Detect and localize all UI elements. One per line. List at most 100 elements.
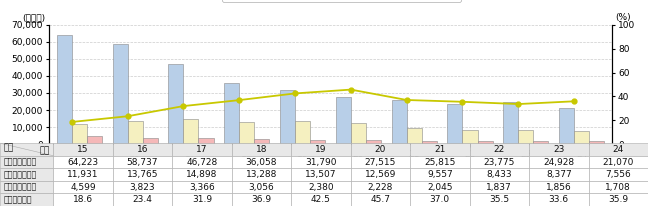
Text: 12,569: 12,569 bbox=[365, 170, 396, 179]
Bar bbox=[128, 121, 143, 144]
Bar bbox=[0, 143, 53, 156]
Bar bbox=[172, 156, 231, 168]
Text: 14,898: 14,898 bbox=[186, 170, 218, 179]
Text: 検挙人員（人）: 検挙人員（人） bbox=[3, 183, 36, 192]
Text: 25,815: 25,815 bbox=[424, 158, 456, 166]
Bar bbox=[291, 168, 351, 181]
Text: 31.9: 31.9 bbox=[192, 195, 212, 204]
Text: 27,515: 27,515 bbox=[365, 158, 396, 166]
Text: 8,377: 8,377 bbox=[546, 170, 572, 179]
Text: 2,045: 2,045 bbox=[427, 183, 452, 192]
Bar bbox=[53, 156, 113, 168]
Bar bbox=[529, 181, 588, 193]
Text: 検挙率（％）: 検挙率（％） bbox=[3, 195, 32, 204]
Text: 4,599: 4,599 bbox=[70, 183, 96, 192]
Text: 8,433: 8,433 bbox=[487, 170, 512, 179]
Bar bbox=[239, 122, 254, 144]
Bar bbox=[113, 193, 172, 206]
Bar bbox=[172, 143, 231, 156]
Text: 3,366: 3,366 bbox=[189, 183, 214, 192]
Bar bbox=[529, 156, 588, 168]
Bar bbox=[224, 83, 239, 144]
Text: 11,931: 11,931 bbox=[67, 170, 98, 179]
Text: 20: 20 bbox=[375, 145, 386, 154]
Text: 9,557: 9,557 bbox=[427, 170, 453, 179]
Bar bbox=[470, 168, 529, 181]
Bar bbox=[0, 193, 53, 206]
Text: 23,775: 23,775 bbox=[483, 158, 515, 166]
Text: (件・人): (件・人) bbox=[23, 13, 46, 22]
Bar bbox=[113, 181, 172, 193]
Bar bbox=[410, 168, 470, 181]
Bar bbox=[518, 130, 533, 144]
Bar bbox=[529, 143, 588, 156]
Bar bbox=[478, 141, 492, 144]
Bar bbox=[503, 102, 518, 144]
Text: 2,380: 2,380 bbox=[308, 183, 334, 192]
Bar bbox=[143, 138, 157, 144]
Bar bbox=[588, 168, 648, 181]
Bar bbox=[198, 138, 214, 144]
Bar bbox=[533, 141, 548, 144]
Bar bbox=[291, 181, 351, 193]
Bar bbox=[529, 193, 588, 206]
Bar bbox=[168, 64, 183, 144]
Text: 42.5: 42.5 bbox=[311, 195, 330, 204]
Bar bbox=[470, 193, 529, 206]
Text: 13,507: 13,507 bbox=[305, 170, 336, 179]
Text: 24,928: 24,928 bbox=[543, 158, 574, 166]
Text: 35.5: 35.5 bbox=[489, 195, 509, 204]
Bar bbox=[0, 156, 53, 168]
Bar bbox=[529, 168, 588, 181]
Legend: 認知件数（件）, 検挙件数（件）, 検挙人員（人）, 検挙率（％）: 認知件数（件）, 検挙件数（件）, 検挙人員（人）, 検挙率（％） bbox=[222, 0, 461, 2]
Text: 1,837: 1,837 bbox=[487, 183, 512, 192]
Bar bbox=[470, 143, 529, 156]
Bar bbox=[336, 97, 351, 144]
Bar bbox=[588, 181, 648, 193]
Bar bbox=[113, 156, 172, 168]
Text: 23.4: 23.4 bbox=[132, 195, 152, 204]
Bar bbox=[470, 156, 529, 168]
Bar bbox=[53, 168, 113, 181]
Bar bbox=[410, 193, 470, 206]
Bar bbox=[231, 181, 291, 193]
Bar bbox=[391, 100, 407, 144]
Bar bbox=[113, 143, 172, 156]
Bar bbox=[280, 90, 295, 144]
Text: 33.6: 33.6 bbox=[549, 195, 569, 204]
Bar bbox=[351, 181, 410, 193]
Bar bbox=[172, 181, 231, 193]
Bar bbox=[351, 143, 410, 156]
Bar bbox=[366, 140, 381, 144]
Bar bbox=[113, 168, 172, 181]
Bar bbox=[351, 156, 410, 168]
Bar bbox=[172, 193, 231, 206]
Text: 区分: 区分 bbox=[40, 146, 50, 155]
Text: 年次: 年次 bbox=[3, 144, 14, 153]
Bar bbox=[351, 168, 410, 181]
Bar bbox=[231, 156, 291, 168]
Text: 15: 15 bbox=[77, 145, 89, 154]
Text: 3,823: 3,823 bbox=[130, 183, 155, 192]
Bar bbox=[87, 136, 102, 144]
Bar bbox=[310, 140, 325, 144]
Text: 検挙件数（件）: 検挙件数（件） bbox=[3, 170, 36, 179]
Text: 45.7: 45.7 bbox=[370, 195, 390, 204]
Text: 37.0: 37.0 bbox=[430, 195, 450, 204]
Bar bbox=[588, 156, 648, 168]
Text: 46,728: 46,728 bbox=[186, 158, 218, 166]
Bar bbox=[574, 131, 589, 144]
Text: 31,790: 31,790 bbox=[305, 158, 336, 166]
Bar bbox=[53, 143, 113, 156]
Bar bbox=[183, 119, 198, 144]
Bar bbox=[559, 108, 574, 144]
Text: 13,288: 13,288 bbox=[246, 170, 277, 179]
Text: 21: 21 bbox=[434, 145, 445, 154]
Text: 35.9: 35.9 bbox=[608, 195, 629, 204]
Bar bbox=[407, 128, 422, 144]
Text: 認知件数（件）: 認知件数（件） bbox=[3, 158, 36, 166]
Bar bbox=[231, 168, 291, 181]
Bar bbox=[588, 193, 648, 206]
Bar bbox=[410, 156, 470, 168]
Text: 58,737: 58,737 bbox=[126, 158, 158, 166]
